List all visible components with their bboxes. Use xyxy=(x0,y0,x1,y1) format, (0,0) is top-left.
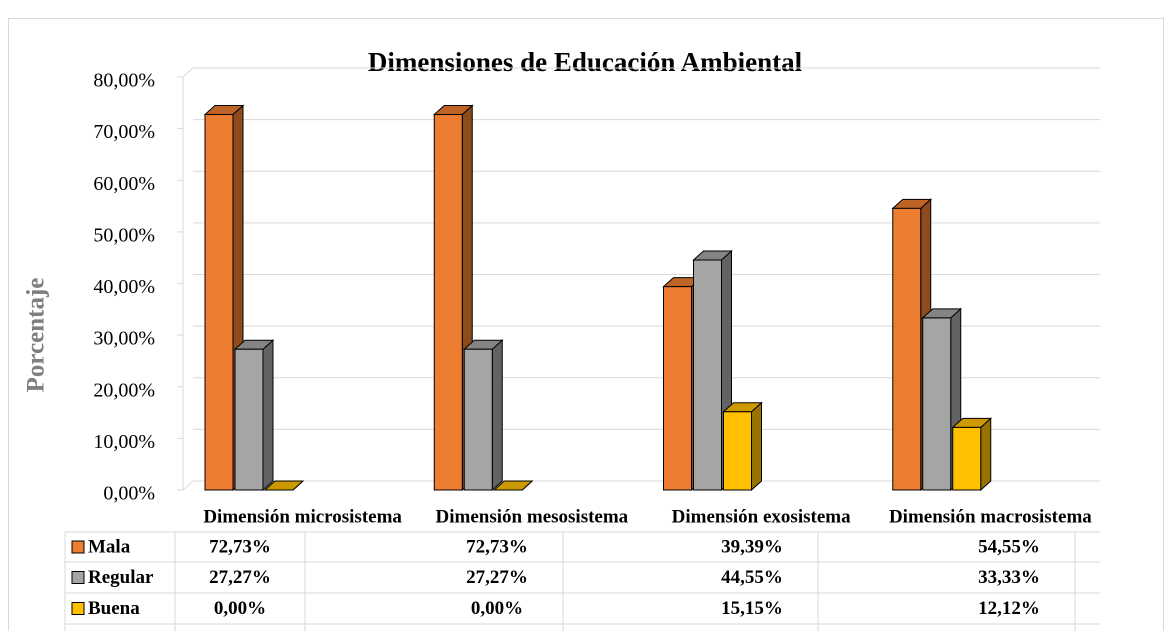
bar xyxy=(663,286,692,491)
y-axis-depth xyxy=(182,480,194,491)
bar xyxy=(892,207,922,491)
x-tick-label: Dimensión macrosistema xyxy=(889,506,1092,527)
legend-key xyxy=(71,571,85,584)
legend-label: Regular xyxy=(88,567,154,588)
x-tick-label: Dimensión mesosistema xyxy=(436,506,629,527)
table-value: 44,55% xyxy=(721,567,783,588)
table-value: 72,73% xyxy=(209,536,271,557)
y-tick-label: 30,00% xyxy=(93,328,155,350)
bar-top xyxy=(263,480,305,491)
table-value: 33,33% xyxy=(978,567,1040,588)
bar xyxy=(433,114,463,491)
bar xyxy=(234,348,264,491)
table-value: 72,73% xyxy=(466,536,528,557)
table-value: 27,27% xyxy=(466,567,528,588)
y-tick-label: 40,00% xyxy=(93,276,155,298)
bar xyxy=(723,411,752,491)
y-tick-label: 50,00% xyxy=(93,224,155,246)
bar xyxy=(693,259,722,491)
legend-label: Buena xyxy=(88,598,140,619)
table-value: 0,00% xyxy=(471,598,523,619)
table-value: 15,15% xyxy=(721,598,783,619)
bar-side xyxy=(262,339,274,492)
y-tick-label: 10,00% xyxy=(93,431,155,453)
table-value: 0,00% xyxy=(214,598,266,619)
y-tick-label: 80,00% xyxy=(93,70,155,92)
bar-side xyxy=(980,417,992,492)
x-tick-label: Dimensión exosistema xyxy=(672,506,851,527)
y-tick-label: 70,00% xyxy=(93,121,155,143)
y-tick-label: 0,00% xyxy=(103,483,155,505)
y-tick-label: 60,00% xyxy=(93,173,155,195)
chart-border xyxy=(8,18,1164,631)
y-tick-label: 20,00% xyxy=(93,379,155,401)
table-value: 27,27% xyxy=(209,567,271,588)
y-axis-depth xyxy=(182,67,194,78)
legend-label: Mala xyxy=(88,536,131,557)
table-value: 54,55% xyxy=(978,536,1040,557)
x-tick-label: Dimensión microsistema xyxy=(203,506,402,527)
bar xyxy=(204,114,234,491)
bar xyxy=(463,348,493,491)
y-axis-label: Porcentaje xyxy=(23,278,50,393)
legend-key xyxy=(71,602,85,615)
table-value: 39,39% xyxy=(721,536,783,557)
bar-top xyxy=(492,480,534,491)
bar xyxy=(922,317,952,491)
chart-title: Dimensiones de Educación Ambiental xyxy=(368,47,803,77)
table-value: 12,12% xyxy=(978,598,1040,619)
bar-side xyxy=(751,401,762,492)
bar-side xyxy=(491,339,503,492)
legend-key xyxy=(71,540,85,554)
bar xyxy=(952,426,982,491)
